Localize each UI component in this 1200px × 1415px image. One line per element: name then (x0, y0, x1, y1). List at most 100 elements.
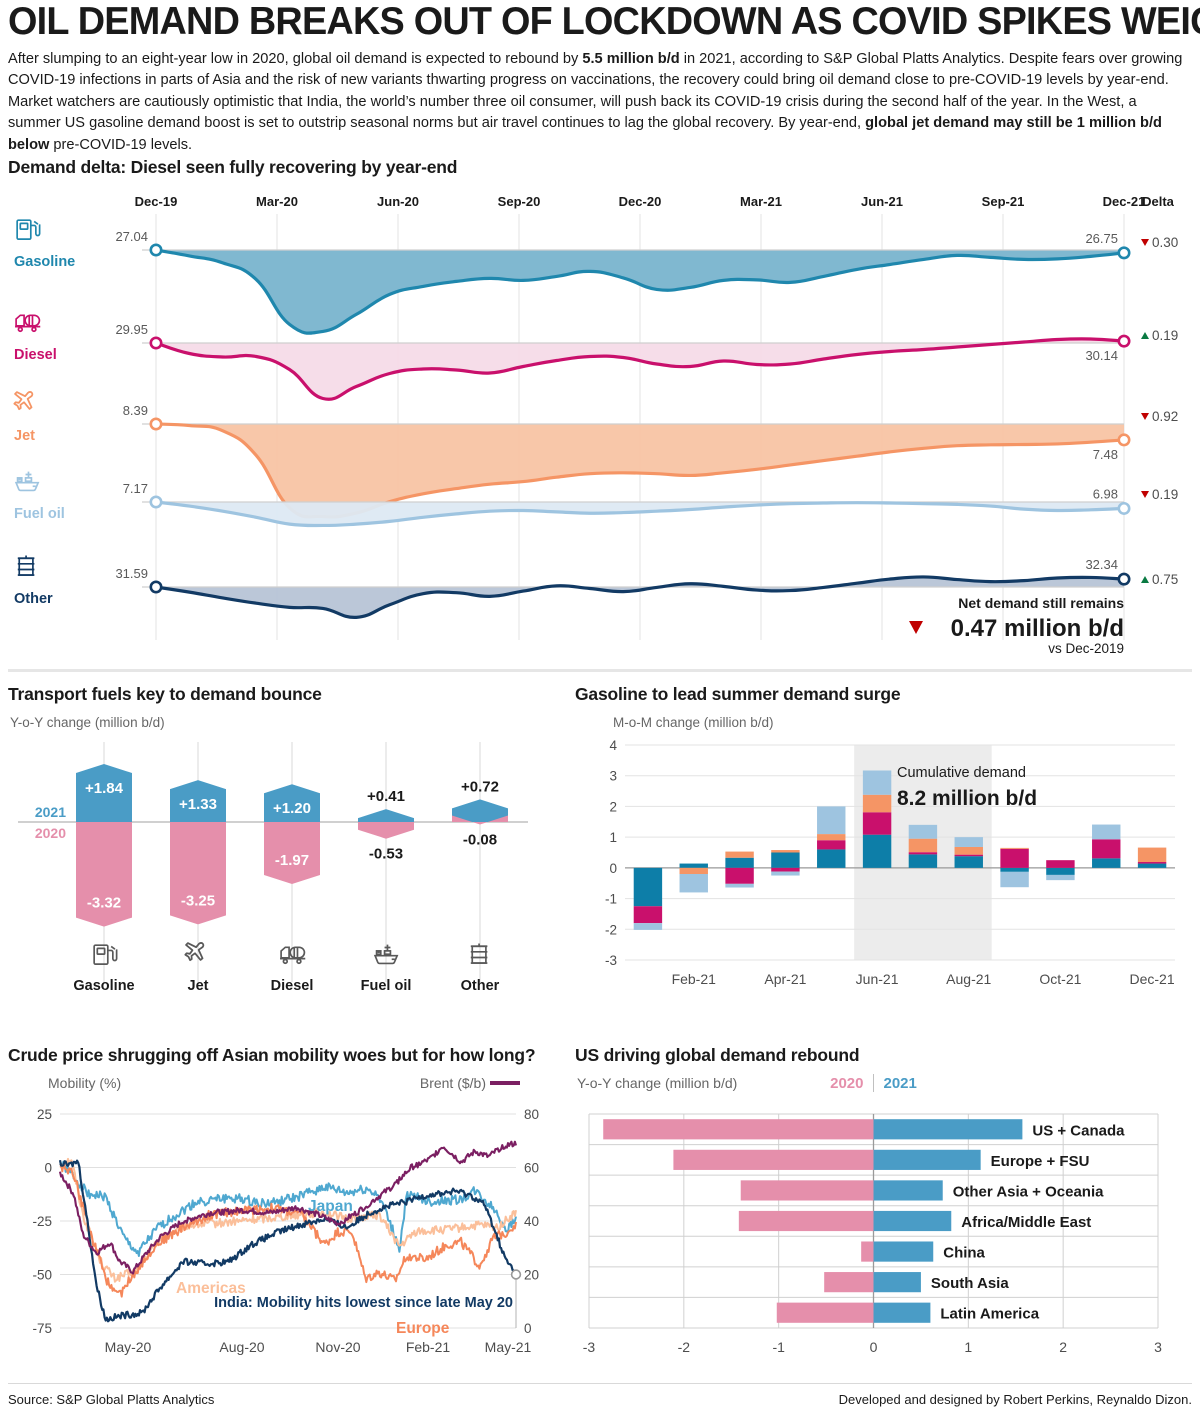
line-fuel-oil (154, 500, 1126, 528)
demand-delta-svg: Dec-19 Mar-20 Jun-20 Sep-20 Dec-20 Mar-21 Jun-… (13, 194, 1178, 656)
stacked-bar-segment-other (1046, 874, 1075, 881)
stacked-bar-segment-jet (771, 850, 800, 853)
bar-2020 (673, 1149, 874, 1170)
ship-icon (14, 471, 40, 492)
standfirst-bold-1: 5.5 million b/d (582, 51, 680, 67)
delta-value: 0.19 (1152, 328, 1178, 343)
fuel-pump-icon (16, 219, 41, 240)
x-axis-tick: May-21 (485, 1339, 532, 1355)
left-axis-tick: 25 (37, 1107, 52, 1122)
right-axis-tick: 80 (524, 1107, 539, 1122)
stacked-bar-segment-jet (954, 846, 983, 855)
delta-down-arrow-icon (1141, 239, 1149, 246)
start-marker-3 (149, 495, 163, 509)
fuel-pump-icon (93, 944, 118, 965)
start-marker-4 (149, 580, 163, 594)
label-japan: Japan (308, 1198, 353, 1215)
x-axis-tick: Nov-20 (315, 1339, 360, 1355)
stacked-bar-segment-jet (817, 834, 846, 841)
start-marker-2 (149, 417, 163, 431)
right-axis-tick: 60 (524, 1161, 539, 1176)
x-axis-tick: Feb-21 (406, 1339, 451, 1355)
bar-2021 (873, 1302, 931, 1323)
bar-2021 (264, 784, 320, 822)
x-axis-tick: Jun-20 (377, 194, 419, 209)
stacked-bar-segment-gasoline (1000, 867, 1029, 872)
x-axis-tick: 3 (1154, 1339, 1162, 1355)
x-axis-tick: Sep-21 (982, 194, 1025, 209)
stacked-bar-segment-diesel (725, 867, 754, 884)
bar-label-2020: -0.53 (369, 846, 403, 863)
stacked-bar-segment-diesel (1000, 848, 1029, 868)
bar-2021 (873, 1149, 981, 1170)
chart-regional-rebound-title: US driving global demand rebound (575, 1045, 860, 1065)
category-label: Latin America (940, 1306, 1039, 1323)
stacked-bar-segment-gasoline (817, 849, 846, 868)
x-axis-tick: Aug-20 (219, 1339, 264, 1355)
start-value-label: 29.95 (115, 322, 148, 337)
x-axis-tick: Dec-21 (1103, 194, 1146, 209)
stacked-bar-segment-other (862, 770, 892, 795)
line-other (154, 575, 1126, 619)
bar-label-2021: +1.33 (179, 796, 217, 813)
y-axis-tick: 2 (609, 799, 617, 814)
bar-2021 (873, 1210, 952, 1232)
line-india (58, 1159, 517, 1323)
end-value-label: 6.98 (1093, 486, 1118, 501)
stacked-bar-segment-diesel (862, 812, 892, 835)
bar-2021 (76, 764, 132, 822)
delta-value: 0.30 (1152, 235, 1178, 250)
bar-2021 (358, 809, 414, 822)
stacked-bar-segment-other (1092, 824, 1121, 840)
legend-2020: 2020 (830, 1075, 863, 1092)
category-label: China (943, 1245, 985, 1262)
delta-down-arrow-icon (1141, 491, 1149, 498)
bar-label-2020: -3.25 (181, 892, 215, 909)
chart-demand-delta: Demand delta: Diesel seen fully recoveri… (8, 157, 1192, 662)
bar-2020 (776, 1302, 874, 1323)
bar-label-2020: -0.08 (463, 832, 497, 849)
stacked-bar-segment-other (954, 837, 983, 847)
stacked-bar-segment-gasoline (908, 854, 938, 868)
series-label-0: Gasoline (14, 254, 75, 270)
stacked-bar-segment-gasoline (1137, 863, 1167, 868)
end-marker-2 (1117, 433, 1131, 447)
delta-value: 0.75 (1152, 572, 1178, 587)
legend-2020: 2020 (35, 825, 66, 841)
area-fill-gasoline (156, 250, 1124, 334)
stacked-bar-segment-diesel (1046, 860, 1075, 868)
category-label: Europe + FSU (991, 1153, 1090, 1170)
left-axis-tick: -25 (32, 1214, 52, 1229)
start-value-label: 7.17 (123, 481, 148, 496)
chart-mobility-brent-title: Crude price shrugging off Asian mobility… (8, 1045, 536, 1065)
airplane-icon (184, 942, 205, 962)
stacked-bar-segment-jet (679, 867, 708, 874)
end-marker-4 (1117, 572, 1131, 586)
category-label: Diesel (271, 978, 314, 994)
category-label: Africa/Middle East (961, 1214, 1091, 1231)
stacked-bar-segment-jet (1000, 847, 1029, 849)
stacked-bar-segment-other (1000, 871, 1029, 888)
bar-2020 (170, 822, 226, 925)
stacked-bar-segment-diesel (1137, 862, 1167, 864)
category-label: Other Asia + Oceania (953, 1183, 1104, 1200)
bar-2020 (358, 822, 414, 839)
category-label: Other (461, 978, 500, 994)
regional-rebound-svg: Y-o-Y change (million b/d) 2020 2021 -3 -2 -1… (577, 1074, 1162, 1355)
stacked-bar-segment-diesel (817, 840, 846, 850)
stacked-bar-segment-gasoline (1046, 867, 1075, 875)
stacked-bar-segment-jet (1137, 847, 1167, 863)
chart-transport-fuels: Transport fuels key to demand bounce Y-o… (8, 684, 568, 1014)
start-marker-0 (149, 243, 163, 257)
category-label: South Asia (931, 1275, 1009, 1292)
x-axis-tick: Oct-21 (1039, 971, 1081, 987)
end-value-label: 32.34 (1085, 557, 1118, 572)
delta-column-header: Delta (1142, 194, 1175, 209)
stacked-bar-segment-gasoline (1092, 858, 1121, 868)
stacked-bar-segment-other (771, 871, 800, 876)
y-axis-tick: -1 (605, 892, 617, 907)
x-axis-tick: Apr-21 (764, 971, 806, 987)
bar-label-2021: +1.20 (273, 800, 311, 817)
bar-2020 (603, 1119, 874, 1140)
